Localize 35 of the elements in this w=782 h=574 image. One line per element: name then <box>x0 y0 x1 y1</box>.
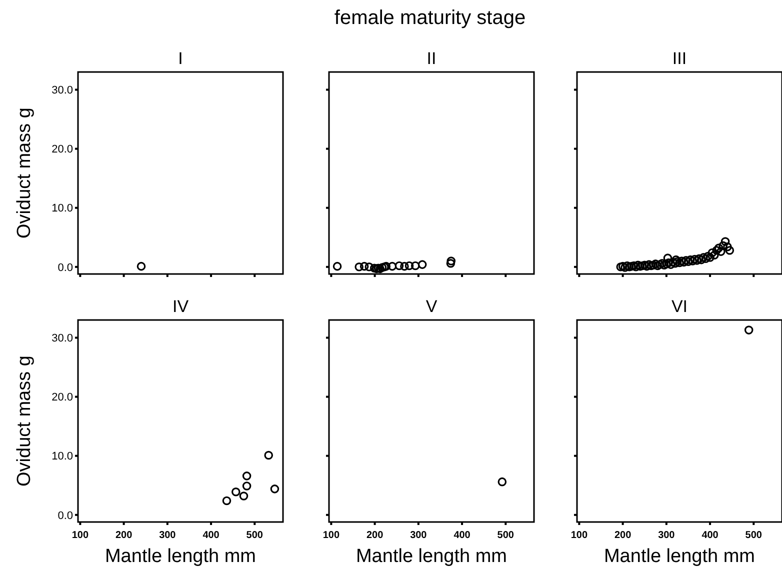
text: female maturity stage <box>334 7 526 29</box>
x-tick-label: 100 <box>322 530 340 541</box>
y-tick-label: 10.0 <box>52 450 73 463</box>
x-tick-label: 400 <box>454 530 471 541</box>
y-tick-label: 0.0 <box>58 510 73 522</box>
chart-title: I <box>178 49 183 68</box>
x-tick-label: 200 <box>366 530 384 541</box>
chart-title: III <box>672 49 687 68</box>
chart-title: II <box>426 49 436 68</box>
x-axis-title: Mantle length mm <box>604 546 756 567</box>
x-tick-label: 300 <box>410 530 428 541</box>
y-tick-label: 20.0 <box>52 144 73 156</box>
x-tick-label: 200 <box>614 530 632 541</box>
x-tick-label: 300 <box>159 530 176 541</box>
y-tick-label: 30.0 <box>52 332 73 345</box>
x-axis-title: Mantle length mm <box>104 546 256 567</box>
y-tick-label: 20.0 <box>52 392 73 404</box>
x-tick-label: 100 <box>72 530 89 541</box>
x-tick-label: 500 <box>745 530 762 541</box>
x-tick-label: 500 <box>246 530 264 541</box>
y-axis-title: Oviduct mass g <box>14 356 35 486</box>
x-tick-label: 100 <box>570 530 588 541</box>
y-tick-label: 30.0 <box>52 84 73 97</box>
chart-title: IV <box>172 297 190 316</box>
x-tick-label: 500 <box>497 530 514 541</box>
x-axis-title: Mantle length mm <box>356 546 508 567</box>
y-tick-label: 10.0 <box>52 202 73 215</box>
y-tick-label: 0.0 <box>58 262 73 274</box>
chart-title: V <box>426 297 438 316</box>
x-tick-label: 300 <box>658 530 676 541</box>
x-tick-label: 400 <box>202 530 220 541</box>
y-axis-title: Oviduct mass g <box>14 108 35 238</box>
x-tick-label: 200 <box>115 530 133 541</box>
chart-title: VI <box>671 297 688 316</box>
x-tick-label: 400 <box>702 530 719 541</box>
